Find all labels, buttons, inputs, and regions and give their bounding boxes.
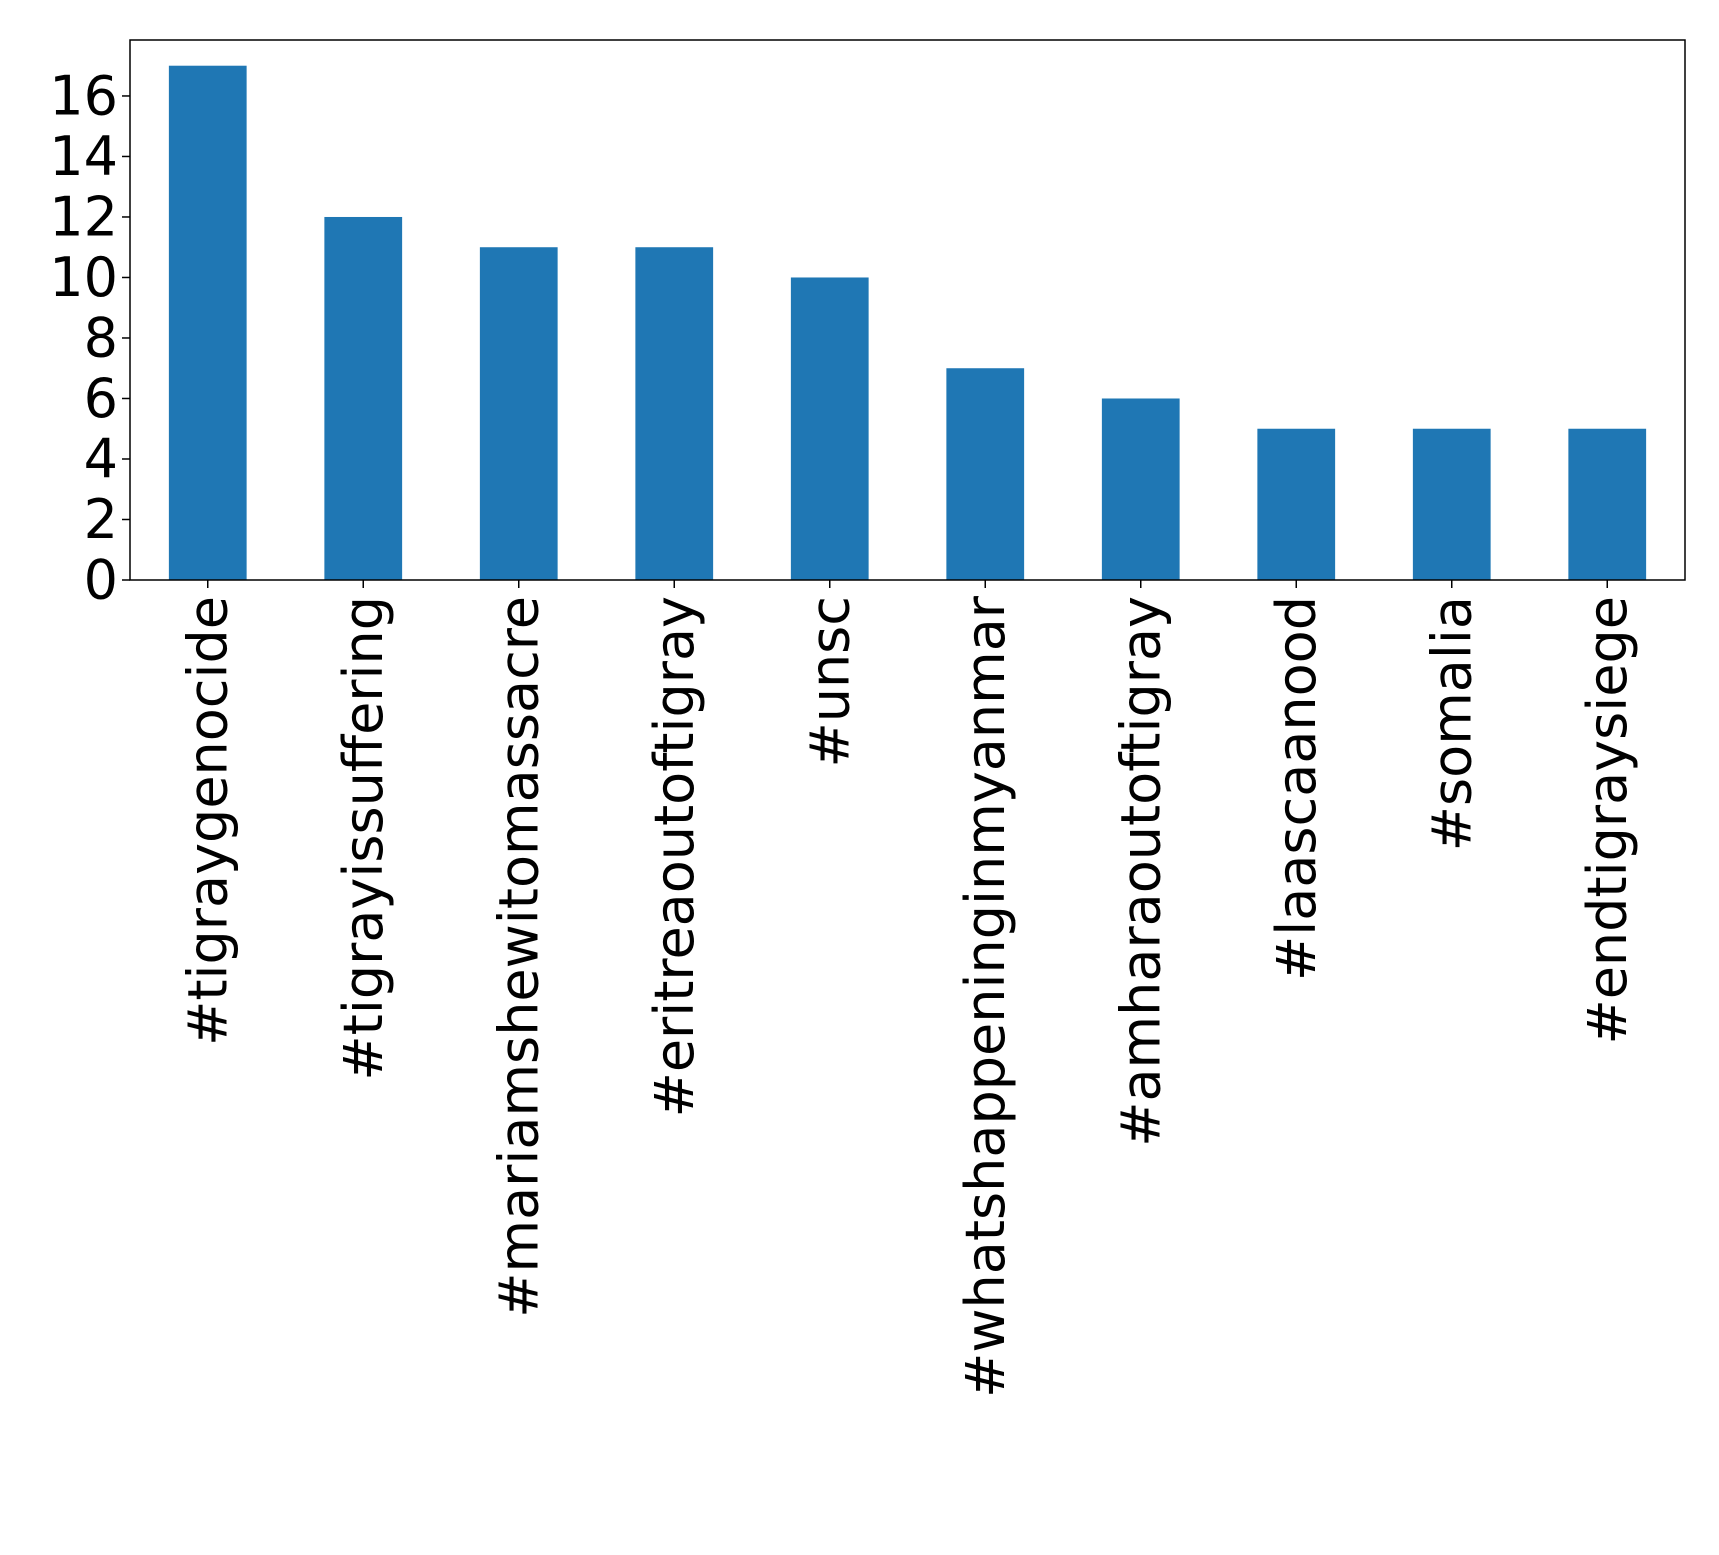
bar xyxy=(1257,428,1336,580)
bar xyxy=(946,368,1025,580)
bar xyxy=(479,247,558,580)
y-tick-label: 0 xyxy=(84,549,118,612)
x-tick-label: #whatshappeninginmyanmar xyxy=(954,595,1017,1398)
x-tick-label: #eritreaoutoftigray xyxy=(643,596,706,1117)
x-axis: #tigraygenocide #tigrayissuffering #mariam… xyxy=(176,580,1639,1398)
bar xyxy=(324,216,403,580)
y-tick-label: 16 xyxy=(49,64,118,127)
y-tick-label: 8 xyxy=(84,306,118,369)
bar xyxy=(1412,428,1491,580)
bars-group xyxy=(168,65,1647,580)
y-tick-label: 14 xyxy=(49,125,118,188)
x-tick-label: #tigraygenocide xyxy=(176,596,239,1046)
x-tick-label: #endtigraysiege xyxy=(1576,596,1639,1045)
bar xyxy=(790,277,869,580)
x-tick-label: #somalia xyxy=(1420,596,1483,851)
x-tick-label: #laascaanood xyxy=(1265,596,1328,981)
y-tick-label: 10 xyxy=(49,246,118,309)
y-tick-label: 4 xyxy=(84,427,118,490)
x-tick-label: #tigrayissuffering xyxy=(332,596,395,1081)
bar xyxy=(1101,398,1180,580)
bar xyxy=(635,247,714,580)
bar xyxy=(1568,428,1647,580)
y-tick-label: 2 xyxy=(84,488,118,551)
x-tick-label: #amharaoutoftigray xyxy=(1109,596,1172,1147)
x-tick-label: #mariamshewitomassacre xyxy=(487,596,550,1318)
x-tick-label: #unsc xyxy=(798,596,861,768)
plot-frame xyxy=(129,39,1686,581)
y-tick-label: 12 xyxy=(49,185,118,248)
bar xyxy=(168,65,247,580)
y-tick-label: 6 xyxy=(84,367,118,430)
